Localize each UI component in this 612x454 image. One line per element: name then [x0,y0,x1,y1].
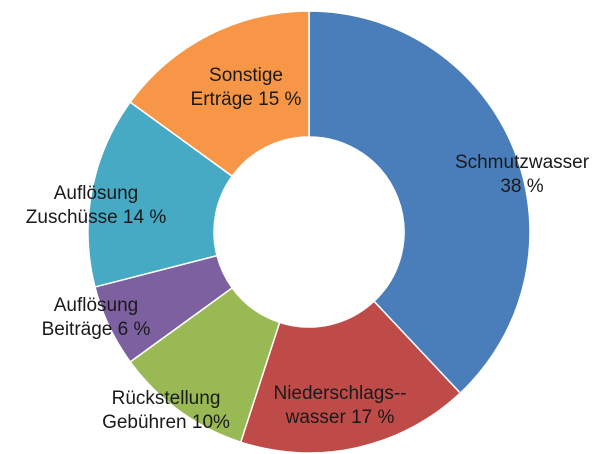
donut-slice [308,10,531,395]
category-label: Auflösung Zuschüsse [25,183,139,228]
value-label: 15 % [258,89,302,110]
value-label: 6 % [117,319,151,340]
value-label: 38 % [500,176,544,197]
slice-label: Auflösung Beiträge 6 % [36,294,156,342]
donut-slice [129,10,310,178]
slice-label: Auflösung Zuschüsse 14 % [21,182,171,230]
value-label: 17 % [351,407,395,428]
slice-label: Sonstige Erträge 15 % [184,64,309,112]
category-label: Rückstellung Gebühren [102,388,221,433]
slice-label: Niederschlags--wasser 17 % [258,382,423,430]
category-label: Niederschlags--wasser [273,383,407,428]
value-label: 14 % [122,207,167,228]
value-label: 10% [191,412,230,433]
category-label: Auflösung Beiträge [41,295,139,340]
category-label: Schmutzwasser [454,152,590,173]
slice-label: Schmutzwasser 38 % [447,151,597,199]
slice-label: Rückstellung Gebühren 10% [96,387,236,435]
donut-slice [87,101,234,288]
category-label: Sonstige Erträge [190,65,283,110]
donut-slice [239,300,462,454]
